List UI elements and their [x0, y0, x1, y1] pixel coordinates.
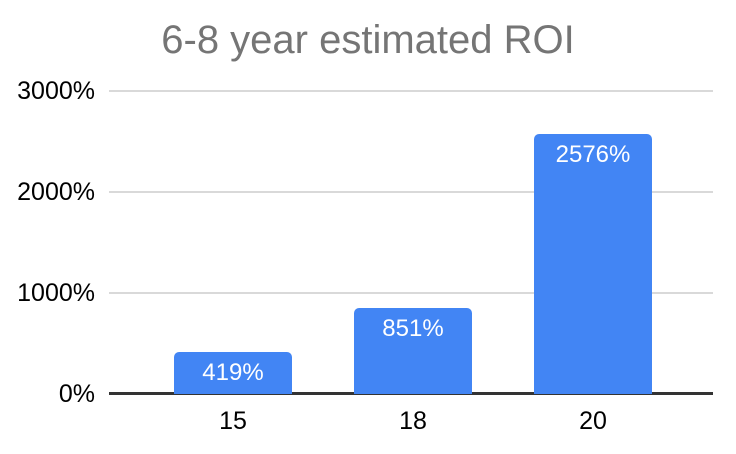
gridline	[109, 191, 713, 193]
bar-value-label: 419%	[202, 359, 264, 386]
y-tick-label: 1000%	[17, 279, 95, 307]
bar-20: 2576%	[534, 134, 652, 394]
x-tick-label: 18	[399, 407, 427, 435]
gridline	[109, 292, 713, 294]
bar-18: 851%	[354, 308, 472, 394]
chart-title: 6-8 year estimated ROI	[161, 18, 575, 62]
y-tick-label: 3000%	[17, 77, 95, 105]
bar-value-label: 2576%	[555, 141, 631, 168]
bar-15: 419%	[174, 352, 292, 394]
x-tick-label: 20	[579, 407, 607, 435]
gridline	[109, 90, 713, 92]
y-tick-label: 0%	[58, 380, 95, 408]
bar-value-label: 851%	[382, 315, 444, 342]
x-tick-label: 15	[219, 407, 247, 435]
y-tick-label: 2000%	[17, 178, 95, 206]
y-axis: 0% 1000% 2000% 3000%	[0, 0, 95, 454]
plot-area: 419% 851% 2576%	[109, 90, 713, 395]
